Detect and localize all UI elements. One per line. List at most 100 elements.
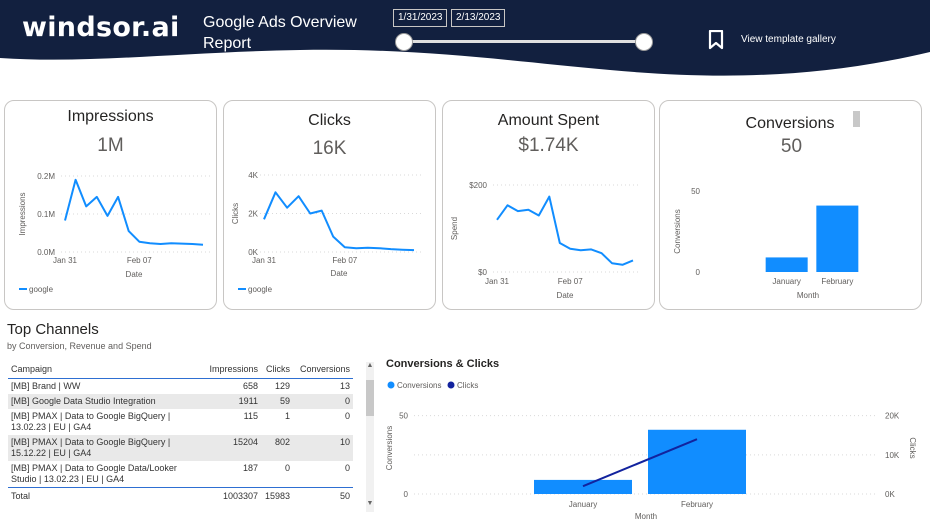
y-tick-label: $200 xyxy=(469,181,487,190)
legend-label: google xyxy=(29,285,54,294)
table-scroll-thumb[interactable] xyxy=(366,380,374,416)
bar xyxy=(765,257,808,272)
amount-spent-card: Amount Spent $1.74K $0 $200 Jan 31 Feb 07 Da… xyxy=(442,100,655,310)
legend-swatch xyxy=(387,381,395,389)
campaign-cell: [MB] PMAX | Data to Google BigQuery | 15… xyxy=(8,434,206,461)
y-tick-label: 0.2M xyxy=(37,172,55,181)
total-clicks: 15983 xyxy=(261,486,293,504)
x-axis-label: Date xyxy=(331,269,348,278)
column-header[interactable]: Clicks xyxy=(261,360,293,379)
brand-logo[interactable]: windsor.ai xyxy=(22,12,180,43)
table-row[interactable]: [MB] PMAX | Data to Google BigQuery | 15… xyxy=(8,434,353,461)
card-value: 50 xyxy=(780,136,803,157)
table-total-row: Total 1003307 15983 50 xyxy=(8,486,353,504)
y-tick-label: $0 xyxy=(478,268,487,277)
x-tick-label: Jan 31 xyxy=(485,277,510,286)
slider-start-handle[interactable] xyxy=(395,33,413,51)
y-tick-label: 4K xyxy=(248,171,258,180)
x-tick-label: Feb 07 xyxy=(332,256,357,265)
column-header[interactable]: Campaign xyxy=(8,360,206,379)
card-title: Impressions xyxy=(67,108,154,125)
y-tick-label: 0 xyxy=(696,268,701,277)
header-banner xyxy=(0,0,930,76)
y-tick-label-right: 0K xyxy=(885,490,895,499)
x-tick-label: January xyxy=(772,277,800,286)
impressions-cell: 187 xyxy=(242,462,258,473)
y-tick-label: 50 xyxy=(691,187,700,196)
y-axis-label-left: Conversions xyxy=(385,426,394,470)
y-tick-label: 0.1M xyxy=(37,210,55,219)
y-axis-label: Clicks xyxy=(231,203,240,224)
conversions-cell: 0 xyxy=(293,393,353,409)
x-axis-label: Date xyxy=(126,270,143,279)
clicks-card: Clicks 16K 0K 2K 4K Jan 31 Feb 07 Date Clicks g… xyxy=(223,100,436,310)
card-title: Clicks xyxy=(308,112,351,129)
clicks-cell: 129 xyxy=(274,380,290,391)
legend-swatch xyxy=(447,381,455,389)
conversions-card: Conversions 50 0 50 January February Month Co… xyxy=(659,100,922,310)
legend-label: Clicks xyxy=(457,381,478,390)
bookmark-icon[interactable] xyxy=(708,30,724,50)
table-row[interactable]: [MB] Google Data Studio Integration 1911… xyxy=(8,393,353,409)
y-tick-label-left: 0 xyxy=(404,490,409,499)
impressions-card: Impressions 1M 0.0M 0.1M 0.2M Jan 31 Feb 07 D… xyxy=(4,100,217,310)
table-header-row: Campaign Impressions Clicks Conversions xyxy=(8,360,353,379)
conversions-cell: 10 xyxy=(293,434,353,461)
card-value: 1M xyxy=(97,135,124,156)
y-axis-label-right: Clicks xyxy=(908,437,917,458)
date-range-slider[interactable] xyxy=(404,40,644,43)
scroll-down-arrow-icon[interactable]: ▼ xyxy=(366,500,374,507)
conversions-clicks-combo-chart: Conversions Clicks 0 50 0K 10K 20K January Febru… xyxy=(385,381,917,521)
table-row[interactable]: [MB] PMAX | Data to Google BigQuery | 13… xyxy=(8,409,353,435)
x-tick-label: Jan 31 xyxy=(252,256,277,265)
series-line xyxy=(496,195,634,266)
campaign-cell: [MB] PMAX | Data to Google BigQuery | 13… xyxy=(11,410,171,432)
bar xyxy=(816,205,859,272)
campaign-table-container: Campaign Impressions Clicks Conversions … xyxy=(8,360,353,520)
section-title: Top Channels xyxy=(7,321,99,338)
x-axis-label: Month xyxy=(797,291,819,300)
card-scrollbar[interactable] xyxy=(853,111,860,127)
legend-label: google xyxy=(248,285,273,294)
template-gallery-link[interactable]: View template gallery xyxy=(741,34,836,45)
card-title: Amount Spent xyxy=(497,112,600,129)
table-scrollbar[interactable] xyxy=(366,362,374,512)
x-axis-label: Date xyxy=(557,291,574,300)
date-end-input[interactable]: 2/13/2023 xyxy=(451,9,505,27)
slider-end-handle[interactable] xyxy=(635,33,653,51)
x-tick-label: Feb 07 xyxy=(127,256,152,265)
y-axis-label: Spend xyxy=(450,217,459,240)
date-start-input[interactable]: 1/31/2023 xyxy=(393,9,447,27)
clicks-cell: 802 xyxy=(261,434,293,461)
column-header[interactable]: Impressions xyxy=(206,360,261,379)
total-impressions: 1003307 xyxy=(206,486,261,504)
x-tick-label: Feb 07 xyxy=(558,277,583,286)
y-axis-label: Conversions xyxy=(673,209,682,253)
y-tick-label-right: 20K xyxy=(885,412,900,421)
card-value: $1.74K xyxy=(518,135,579,156)
campaign-cell: [MB] Brand | WW xyxy=(11,380,81,391)
table-row[interactable]: [MB] Brand | WW 658 129 13 xyxy=(8,378,353,394)
clicks-line xyxy=(582,438,698,488)
campaign-table: Campaign Impressions Clicks Conversions … xyxy=(8,360,353,504)
x-tick-label: Jan 31 xyxy=(53,256,78,265)
campaign-cell: [MB] Google Data Studio Integration xyxy=(8,393,206,409)
impressions-cell: 658 xyxy=(242,380,258,391)
campaign-cell: [MB] PMAX | Data to Google Data/Looker S… xyxy=(11,462,177,484)
column-header[interactable]: Conversions xyxy=(293,360,353,379)
impressions-cell: 115 xyxy=(243,410,258,421)
y-tick-label: 0.0M xyxy=(37,248,55,257)
total-label: Total xyxy=(8,486,206,504)
table-row[interactable]: [MB] PMAX | Data to Google Data/Looker S… xyxy=(8,461,353,488)
impressions-cell: 1911 xyxy=(206,393,261,409)
y-tick-label: 0K xyxy=(248,248,258,257)
spend-line-chart: $0 $200 Jan 31 Feb 07 Date Spend xyxy=(450,181,641,300)
card-value: 16K xyxy=(312,138,347,159)
card-title: Conversions xyxy=(745,115,835,132)
scroll-up-arrow-icon[interactable]: ▲ xyxy=(366,362,374,369)
clicks-cell: 59 xyxy=(261,393,293,409)
y-axis-label: Impressions xyxy=(18,192,27,235)
clicks-cell: 0 xyxy=(284,462,290,473)
